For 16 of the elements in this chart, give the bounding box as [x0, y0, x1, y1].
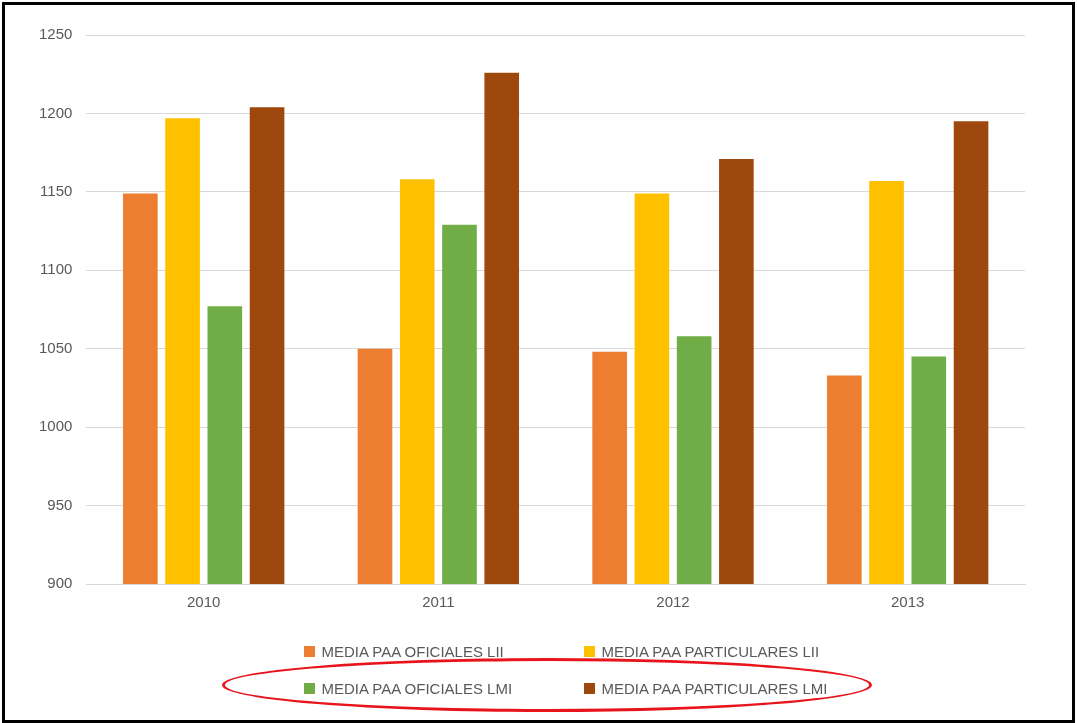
y-tick-label: 1100 [40, 260, 73, 278]
x-tick-label: 2011 [422, 593, 455, 611]
legend-label: MEDIA PAA OFICIALES LII [321, 643, 504, 660]
y-tick-label: 950 [47, 495, 73, 513]
y-tick-label: 1000 [38, 417, 73, 435]
legend-label: MEDIA PAA PARTICULARES LMI [601, 680, 828, 697]
x-tick-label: 2010 [187, 593, 221, 611]
y-tick-label: 1200 [38, 103, 73, 121]
x-tick-label: 2013 [890, 593, 925, 611]
legend-label: MEDIA PAA OFICIALES LMI [321, 680, 513, 697]
y-tick-label: 900 [47, 574, 73, 592]
legend-label: MEDIA PAA PARTICULARES LII [601, 643, 820, 660]
y-tick-label: 1050 [38, 338, 73, 356]
y-tick-label: 1250 [38, 25, 73, 43]
x-tick-label: 2012 [656, 593, 690, 611]
y-tick-label: 1150 [40, 182, 73, 199]
